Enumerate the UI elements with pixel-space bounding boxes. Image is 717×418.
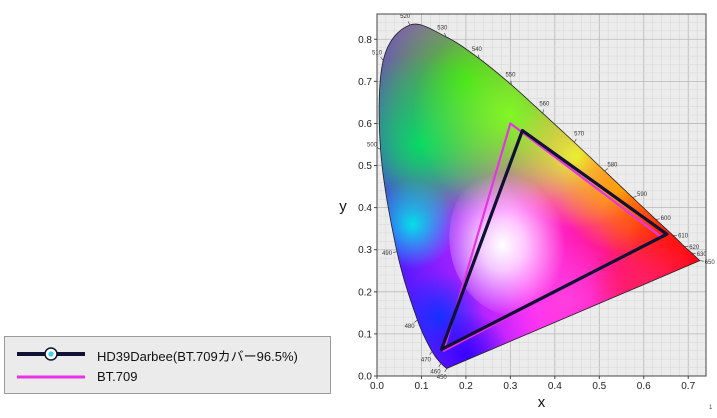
y-tick-label: 0.5: [358, 161, 372, 172]
wavelength-label: 630: [697, 252, 708, 258]
x-tick-label: 0.0: [370, 381, 384, 392]
fill-white-point: [449, 157, 590, 318]
wavelength-label: 570: [574, 132, 585, 138]
fill-blob: [421, 310, 511, 369]
wavelength-label: 520: [400, 14, 411, 20]
y-tick-label: 0.4: [358, 203, 372, 214]
wavelength-label: 480: [405, 324, 416, 330]
wavelength-label: 580: [607, 163, 618, 169]
x-tick-label: 0.5: [592, 381, 606, 392]
wavelength-label: 500: [367, 142, 378, 148]
spectral-locus: [378, 23, 701, 369]
x-tick-label: 0.3: [503, 381, 517, 392]
wavelength-tick: [542, 109, 544, 114]
x-tick-label: 0.6: [637, 381, 651, 392]
wavelength-label: 600: [661, 216, 672, 222]
wavelength-tick: [414, 319, 418, 323]
x-tick-label: 0.7: [681, 381, 695, 392]
x-tick-label: 0.4: [548, 381, 562, 392]
y-tick-label: 0.7: [358, 77, 372, 88]
legend-swatch-bt709: [17, 375, 85, 379]
y-tick-label: 0.0: [358, 372, 372, 383]
plot-frame: [376, 13, 707, 377]
wavelength-tick: [574, 138, 577, 143]
wavelength-label: 610: [678, 233, 689, 239]
y-tick-label: 0.8: [358, 35, 372, 46]
wavelength-labels: 4504604704804905005105205305405505605705…: [367, 14, 715, 381]
y-tick-label: 0.6: [358, 119, 372, 130]
x-axis-title: x: [538, 394, 546, 411]
wavelength-label: 460: [431, 370, 442, 376]
gamut-triangles: [439, 122, 669, 352]
wavelength-label: 550: [505, 73, 516, 79]
wavelength-label: 620: [689, 245, 700, 251]
wavelength-label: 590: [637, 192, 648, 198]
wavelength-label: 560: [539, 101, 550, 107]
axes: 0.0 0.1 0.2 0.3 0.4 0.5 0.6 0.7 0.0 0.1 0.2 0.3 0.4 0…: [358, 13, 707, 392]
wavelength-tick: [376, 147, 381, 150]
wavelength-tick: [477, 54, 480, 59]
wavelength-tick: [604, 168, 608, 172]
wavelength-tick: [444, 32, 447, 37]
legend-swatch-darbee: [17, 347, 85, 361]
y-tick-label: 0.3: [358, 245, 372, 256]
legend-item-bt709: BT.709: [5, 367, 330, 387]
wavelength-label: 490: [382, 251, 393, 257]
wavelength-tick: [444, 368, 448, 373]
wavelength-label: 540: [472, 47, 483, 53]
wavelength-tick: [380, 56, 384, 61]
legend-label-bt709: BT.709: [97, 369, 138, 384]
page-number: 1: [709, 405, 713, 411]
y-tick-label: 0.2: [358, 287, 372, 298]
wavelength-tick: [407, 21, 411, 26]
wavelength-tick: [632, 195, 637, 198]
wavelength-tick: [438, 363, 442, 367]
wavelength-label: 530: [437, 25, 448, 31]
wavelength-label: 450: [437, 375, 448, 381]
legend-label-darbee: HD39Darbee(BT.709カバー96.5%): [97, 349, 298, 364]
wavelength-tick: [655, 218, 660, 220]
x-tick-label: 0.2: [459, 381, 473, 392]
wavelength-label: 650: [705, 260, 716, 266]
x-tick-label: 0.1: [415, 381, 429, 392]
legend-item-darbee: HD39Darbee(BT.709カバー96.5%): [5, 344, 330, 364]
series-triangle-0: [439, 128, 669, 352]
y-axis-title: y: [339, 198, 347, 215]
wavelength-label: 470: [421, 357, 432, 363]
wavelength-tick: [699, 260, 704, 262]
wavelength-tick: [429, 351, 433, 355]
y-tick-label: 0.1: [358, 329, 372, 340]
legend: HD39Darbee(BT.709カバー96.5%) BT.709: [4, 336, 331, 394]
